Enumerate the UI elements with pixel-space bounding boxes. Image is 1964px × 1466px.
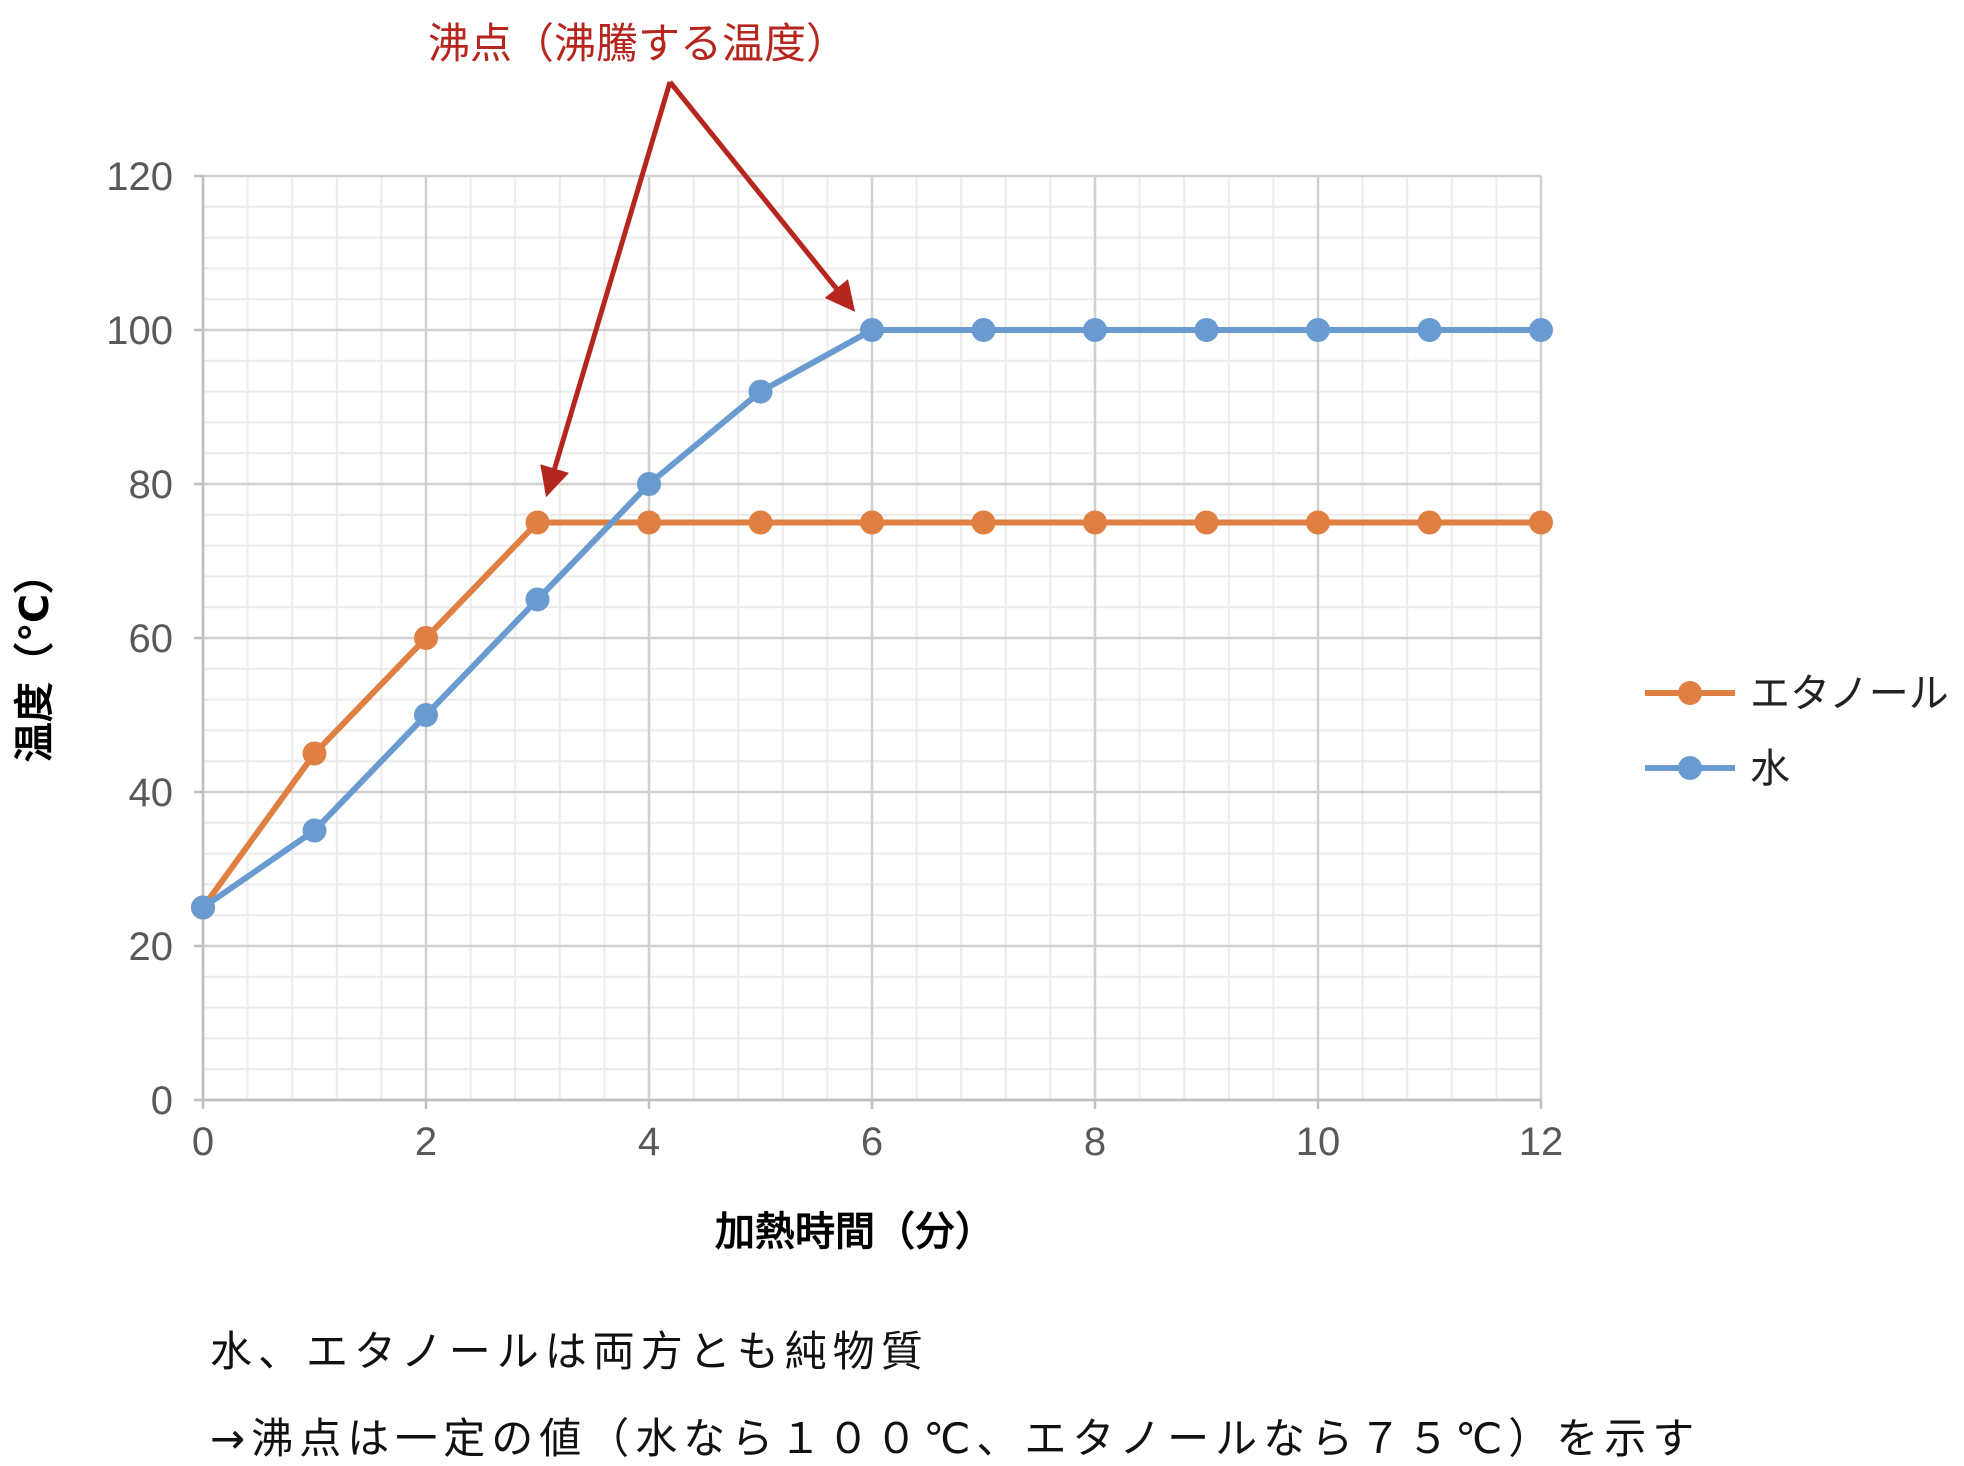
data-point: [1306, 510, 1330, 535]
x-axis-title: 加熱時間（分）: [715, 1209, 995, 1255]
x-tick-label: 12: [1519, 1120, 1564, 1164]
y-tick-label: 60: [129, 617, 174, 661]
data-point: [637, 510, 661, 535]
x-tick-label: 4: [638, 1120, 660, 1164]
y-tick-label: 100: [106, 309, 173, 353]
y-tick-label: 40: [129, 771, 174, 815]
data-point: [1417, 510, 1442, 535]
data-point: [1529, 318, 1553, 342]
data-point: [1083, 510, 1107, 535]
data-point: [414, 626, 438, 650]
data-point: [302, 818, 327, 843]
y-tick-labels: 0 20 40 60 80 100 120: [106, 155, 173, 1123]
data-point: [414, 703, 438, 727]
data-point: [1083, 318, 1107, 342]
x-tick-label: 0: [192, 1120, 214, 1164]
data-point: [860, 510, 884, 535]
data-point: [637, 472, 661, 496]
y-tick-label: 0: [151, 1079, 173, 1123]
note-line-2: →沸点は一定の値（水なら１００℃、エタノールなら７５℃）を示す: [210, 1414, 1701, 1463]
major-grid: [201, 174, 1543, 1102]
data-point: [1417, 318, 1442, 342]
data-point: [748, 379, 773, 404]
y-tick-label: 20: [129, 925, 174, 969]
data-point: [191, 895, 215, 920]
x-tick-labels: 0 2 4 6 8 10 12: [192, 1120, 1563, 1164]
data-point: [971, 510, 996, 535]
x-tick-label: 6: [861, 1120, 883, 1164]
y-tick-label: 120: [106, 155, 173, 199]
x-tick-label: 2: [415, 1120, 437, 1164]
data-point: [1194, 318, 1219, 342]
data-point: [1529, 510, 1553, 535]
legend-label: 水: [1750, 746, 1790, 792]
data-point: [860, 318, 884, 342]
data-point: [525, 587, 550, 612]
y-tick-label: 80: [129, 463, 174, 507]
data-point: [1306, 318, 1330, 342]
data-point: [971, 318, 996, 342]
data-point: [1194, 510, 1219, 535]
y-axis-title: 温度（℃）: [12, 554, 58, 762]
legend-label: エタノール: [1750, 671, 1949, 717]
annotation-arrow: [540, 81, 673, 498]
note-line-1: 水、エタノールは両方とも純物質: [210, 1327, 929, 1376]
series-layer: [191, 318, 1553, 920]
x-tick-label: 8: [1084, 1120, 1106, 1164]
x-tick-label: 10: [1296, 1120, 1341, 1164]
data-point: [525, 510, 550, 535]
axes: [194, 174, 1543, 1109]
legend-swatch-marker: [1678, 756, 1702, 780]
data-point: [748, 510, 773, 535]
annotation-text: 沸点（沸騰する温度）: [428, 19, 848, 68]
annotation-arrow: [668, 80, 856, 312]
data-point: [302, 741, 327, 766]
boiling-point-annotation: [540, 80, 856, 498]
legend-swatch-marker: [1678, 681, 1702, 705]
